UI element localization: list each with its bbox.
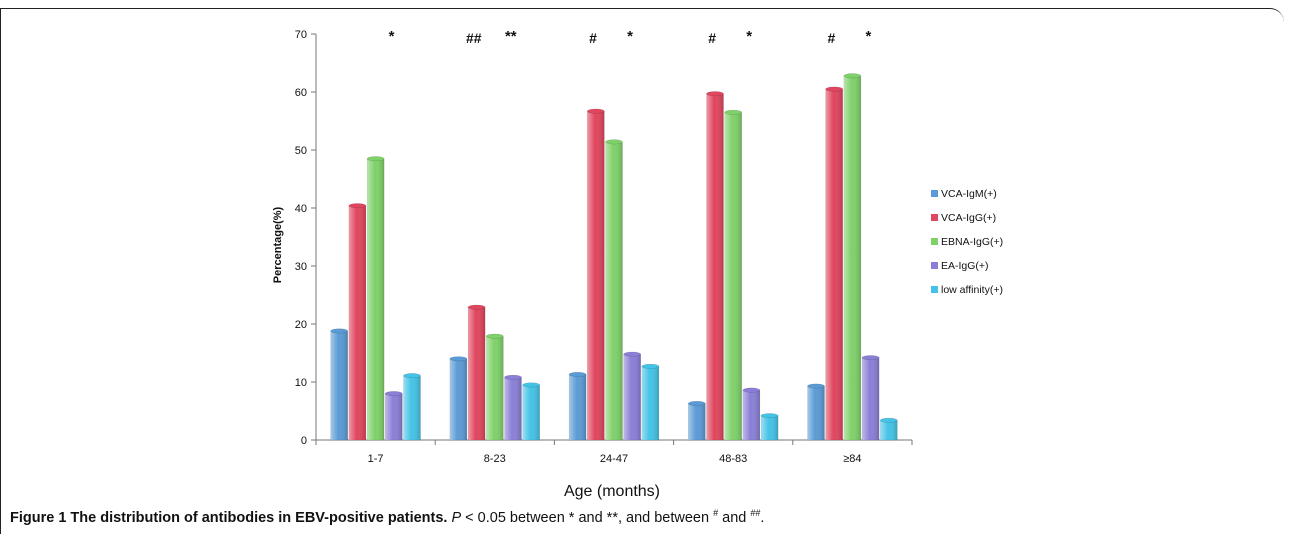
- bar-cap: [688, 401, 706, 406]
- y-tick-label: 50: [295, 145, 307, 157]
- bar-cap: [504, 374, 522, 380]
- bar-shade: [688, 403, 706, 440]
- bar-cap: [467, 304, 486, 310]
- caption-text-1: < 0.05 between * and **, and between: [461, 509, 714, 526]
- y-tick-label: 30: [295, 261, 307, 273]
- bar-shade: [348, 205, 366, 440]
- annotation-star: *: [627, 28, 633, 45]
- annotation-star: *: [865, 28, 871, 45]
- legend-label: low affinity(+): [941, 284, 1003, 296]
- bar-cap: [568, 372, 587, 377]
- bar-shade: [880, 420, 898, 440]
- y-tick-label: 20: [295, 319, 307, 331]
- x-axis-label: Age (months): [564, 483, 660, 500]
- caption-text-2: and: [718, 509, 751, 526]
- bar-shade: [623, 354, 641, 440]
- bar-cap: [843, 73, 862, 79]
- x-tick-label: 8-23: [484, 453, 506, 465]
- bar-shade: [468, 307, 486, 440]
- bar-cap: [706, 91, 724, 97]
- annotation-hash: #: [708, 30, 716, 46]
- legend-swatch: [931, 262, 938, 269]
- bar-cap: [366, 156, 385, 162]
- legend-label: EA-IgG(+): [941, 260, 989, 272]
- annotation-hash: #: [828, 30, 836, 46]
- y-tick-label: 0: [301, 435, 307, 447]
- bar-cap: [330, 328, 348, 334]
- figure-frame: [0, 8, 1284, 534]
- bar-cap: [724, 109, 742, 115]
- caption-sup-2: ##: [750, 508, 761, 518]
- bar-cap: [742, 387, 761, 393]
- bar-shade: [706, 93, 724, 441]
- caption-label: Figure 1 The distribution of antibodies …: [10, 509, 448, 526]
- bar-cap: [605, 139, 623, 145]
- annotation-hash: ##: [466, 30, 482, 46]
- bar-shade: [385, 393, 403, 440]
- bar-shade: [862, 357, 880, 440]
- bar-cap: [449, 356, 468, 362]
- y-tick-label: 10: [295, 377, 307, 389]
- annotation-hash: #: [589, 30, 597, 46]
- bar-cap: [760, 413, 779, 419]
- bar-cap: [403, 373, 421, 379]
- bar-shade: [807, 386, 825, 440]
- bar-cap: [486, 333, 504, 339]
- bar-cap: [825, 86, 843, 92]
- bar-shade: [486, 336, 504, 440]
- bar-cap: [861, 355, 880, 361]
- significance-annotations: * ## ** # * # * # *: [389, 28, 872, 46]
- y-tick-label: 60: [295, 87, 307, 99]
- bar-cap: [641, 363, 660, 369]
- bar-shade: [569, 374, 587, 440]
- bar-cap: [587, 108, 605, 114]
- bar-shade: [522, 384, 540, 440]
- legend: VCA-IgM(+) VCA-IgG(+) EBNA-IgG(+) EA-IgG(+)…: [931, 188, 1003, 296]
- bar-cap: [807, 383, 825, 389]
- caption-sup-1: #: [713, 508, 719, 518]
- legend-label: VCA-IgM(+): [941, 188, 997, 200]
- bar-shade: [330, 330, 348, 440]
- x-tick-label: ≥84: [843, 453, 861, 465]
- bar-shade: [843, 75, 861, 440]
- bar-cap: [623, 351, 641, 357]
- caption-p: P: [451, 509, 462, 526]
- legend-swatch: [931, 286, 938, 293]
- legend-label: EBNA-IgG(+): [941, 236, 1003, 248]
- legend-label: VCA-IgG(+): [941, 212, 996, 224]
- y-tick-label: 70: [295, 29, 307, 41]
- y-axis-label: Percentage(%): [272, 206, 284, 283]
- y-tick-label: 40: [295, 203, 307, 215]
- bar-shade: [403, 375, 421, 440]
- caption-text-3: .: [760, 509, 765, 526]
- bar-shade: [825, 89, 843, 440]
- bar-shade: [641, 366, 659, 440]
- legend-swatch: [931, 190, 938, 197]
- legend-swatch: [931, 214, 938, 221]
- x-tick-label: 1-7: [368, 453, 384, 465]
- bar-cap: [880, 417, 898, 423]
- bar-shade: [605, 141, 623, 440]
- legend-swatch: [931, 238, 938, 245]
- bars: [330, 73, 898, 441]
- bar-shade: [449, 358, 467, 440]
- bar-shade: [367, 158, 385, 440]
- x-tick-label: 24-47: [600, 453, 628, 465]
- annotation-star: **: [505, 28, 517, 45]
- bar-shade: [724, 112, 742, 441]
- bar-shade: [742, 390, 760, 440]
- annotation-star: *: [746, 28, 752, 45]
- bar-cap: [522, 382, 540, 388]
- figure-caption: Figure 1 The distribution of antibodies …: [10, 508, 764, 526]
- bar-shade: [761, 415, 779, 440]
- x-tick-label: 48-83: [719, 453, 747, 465]
- bar-shade: [587, 111, 605, 440]
- annotation-star: *: [389, 28, 395, 45]
- bar-cap: [348, 203, 367, 209]
- bar-shade: [504, 377, 522, 440]
- bar-cap: [385, 391, 403, 397]
